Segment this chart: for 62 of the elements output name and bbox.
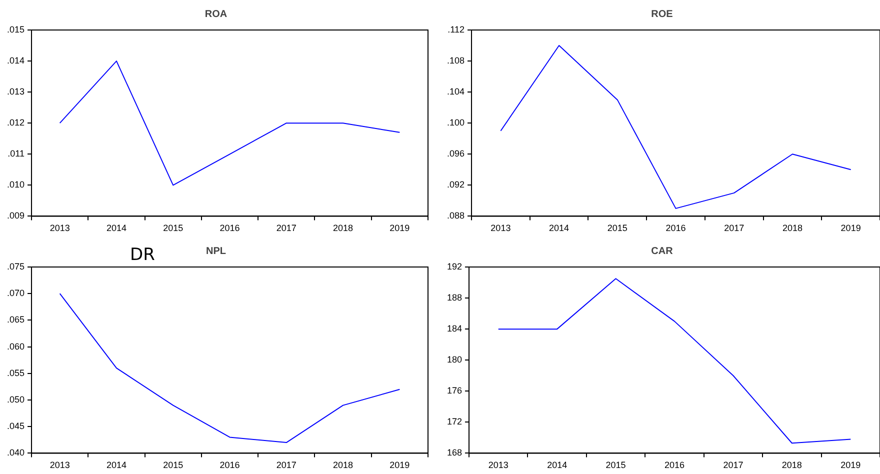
x-tick-label: 2015 bbox=[606, 460, 626, 470]
y-tick-label: .075 bbox=[6, 261, 25, 272]
y-tick-label: .070 bbox=[6, 288, 25, 298]
x-tick-label: 2019 bbox=[390, 223, 410, 234]
y-tick-label: .096 bbox=[446, 148, 465, 159]
x-tick-label: 2014 bbox=[549, 223, 570, 234]
y-tick-label: .012 bbox=[6, 118, 25, 128]
y-tick-label: .088 bbox=[446, 210, 465, 221]
chart-title: NPL bbox=[206, 246, 226, 257]
x-tick-label: 2016 bbox=[664, 460, 685, 470]
y-tick-label: .108 bbox=[446, 56, 465, 66]
x-tick-label: 2017 bbox=[276, 460, 296, 470]
x-tick-label: 2018 bbox=[333, 223, 354, 234]
y-tick-label: .013 bbox=[6, 86, 25, 97]
y-tick-label: .112 bbox=[448, 24, 465, 34]
x-tick-label: 2013 bbox=[50, 223, 70, 234]
x-tick-label: 2018 bbox=[333, 460, 354, 470]
y-tick-label: .065 bbox=[6, 314, 25, 325]
y-tick-label: .050 bbox=[6, 394, 25, 404]
y-tick-label: .060 bbox=[6, 341, 25, 352]
chart-title: ROE bbox=[651, 8, 674, 20]
y-tick-label: 168 bbox=[446, 448, 462, 458]
y-tick-label: .055 bbox=[6, 368, 25, 378]
x-tick-label: 2014 bbox=[106, 223, 126, 234]
chart-title: ROA bbox=[204, 8, 228, 20]
y-tick-label: .104 bbox=[446, 86, 465, 97]
y-tick-label: .100 bbox=[446, 118, 465, 128]
x-tick-label: 2016 bbox=[220, 460, 240, 470]
y-tick-label: .045 bbox=[6, 421, 25, 432]
x-tick-label: 2016 bbox=[666, 223, 686, 234]
y-tick-label: 192 bbox=[446, 261, 462, 272]
x-tick-label: 2016 bbox=[220, 223, 240, 234]
x-tick-label: 2017 bbox=[276, 223, 296, 234]
x-tick-label: 2019 bbox=[840, 460, 861, 470]
y-tick-label: 188 bbox=[446, 292, 462, 303]
y-tick-label: .010 bbox=[6, 180, 25, 190]
y-tick-label: 172 bbox=[446, 416, 462, 427]
x-tick-label: 2013 bbox=[50, 460, 70, 470]
x-tick-label: 2013 bbox=[490, 223, 511, 234]
x-tick-label: 2018 bbox=[782, 460, 802, 470]
x-tick-label: 2017 bbox=[723, 460, 744, 470]
chart-title: CAR bbox=[651, 246, 674, 257]
x-tick-label: 2013 bbox=[488, 460, 508, 470]
y-tick-label: .011 bbox=[8, 148, 25, 159]
x-tick-label: 2017 bbox=[724, 223, 744, 234]
x-tick-label: 2015 bbox=[607, 223, 628, 234]
x-tick-label: 2014 bbox=[547, 460, 568, 470]
y-tick-label: 180 bbox=[446, 354, 462, 365]
y-tick-label: .014 bbox=[6, 56, 25, 66]
y-tick-label: 184 bbox=[446, 324, 462, 334]
y-tick-label: .092 bbox=[446, 180, 465, 190]
y-tick-label: 176 bbox=[446, 386, 462, 396]
x-tick-label: 2015 bbox=[163, 223, 184, 234]
x-tick-label: 2015 bbox=[163, 460, 184, 470]
x-tick-label: 2019 bbox=[390, 460, 410, 470]
x-tick-label: 2019 bbox=[840, 223, 861, 234]
x-tick-label: 2014 bbox=[106, 460, 126, 470]
y-tick-label: .009 bbox=[6, 210, 25, 221]
text: DR bbox=[130, 245, 155, 265]
y-tick-label: .040 bbox=[6, 448, 25, 458]
y-tick-label: .015 bbox=[6, 24, 25, 34]
x-tick-label: 2018 bbox=[782, 223, 802, 234]
